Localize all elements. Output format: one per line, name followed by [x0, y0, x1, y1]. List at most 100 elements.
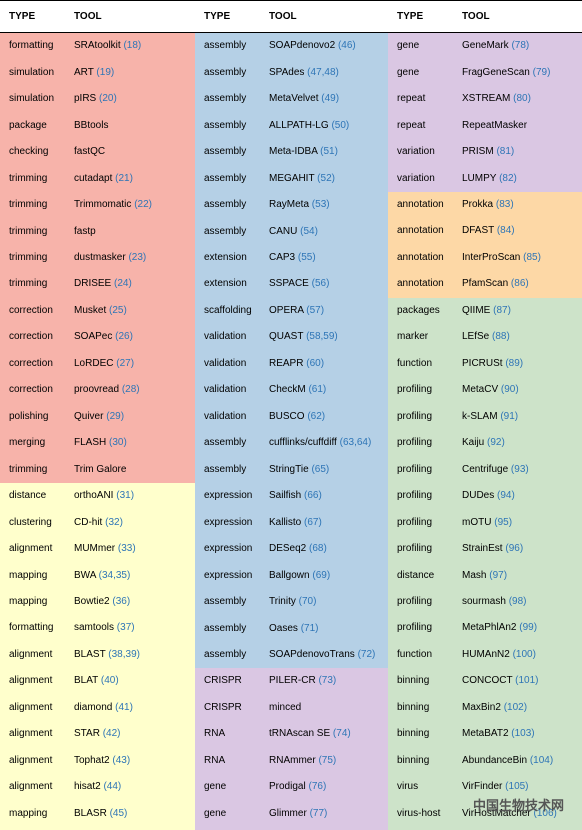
type-cell: formatting [9, 622, 54, 634]
reference: (68) [309, 543, 327, 555]
type-cell: package [9, 119, 47, 131]
tool-cell: MaxBin2 (102) [462, 701, 527, 715]
type-cell: mapping [9, 569, 48, 581]
header-type: TYPE [204, 11, 231, 22]
tool-cell: ART (19) [74, 66, 114, 80]
tool-name: Bowtie2 [74, 596, 110, 608]
section-band: annotation Prokka (83) annotation DFAST (84… [388, 191, 582, 298]
type-cell: assembly [204, 463, 247, 475]
reference: (18) [123, 40, 142, 52]
reference: (37) [116, 622, 135, 634]
type-cell: alignment [9, 754, 53, 766]
tool-cell: DUDes (94) [462, 489, 515, 503]
tool-name: CANU [269, 225, 298, 237]
tool-cell: AbundanceBin (104) [462, 754, 553, 768]
tool-name: fastp [74, 225, 96, 237]
tool-name: MaxBin2 [462, 701, 501, 713]
tool-cell: Glimmer (77) [269, 807, 327, 821]
tool-cell: Centrifuge (93) [462, 463, 529, 477]
tool-name: Quiver [74, 410, 104, 422]
reference: (98) [508, 596, 527, 608]
tool-name: mOTU [462, 516, 492, 528]
tool-name: Oases [269, 622, 298, 634]
tool-name: Glimmer [269, 807, 307, 819]
tool-name: cufflinks/cuffdiff [269, 437, 337, 449]
reference: (84) [496, 225, 515, 237]
tool-name: MetaPhlAn2 [462, 622, 517, 634]
tool-name: diamond [74, 701, 113, 713]
tool-cell: Prokka (83) [462, 198, 514, 212]
tool-name: VirHostMatcher [462, 807, 531, 819]
tool-name: samtools [74, 622, 115, 634]
tool-name: OPERA [269, 304, 304, 316]
reference: (97) [489, 569, 508, 581]
tool-cell: ALLPATH-LG (50) [269, 119, 349, 133]
header-tool: TOOL [74, 11, 102, 22]
tool-cell: Quiver (29) [74, 410, 124, 424]
reference: (99) [519, 622, 538, 634]
tool-name: ART [74, 66, 94, 78]
type-cell: trimming [9, 251, 48, 263]
tool-cell: Mash (97) [462, 569, 507, 583]
tool-cell: BLAST (38,39) [74, 648, 140, 662]
tool-name: sourmash [462, 596, 506, 608]
tool-cell: orthoANI (31) [74, 489, 134, 503]
tool-cell: QUAST (58,59) [269, 330, 338, 344]
type-cell: annotation [397, 199, 444, 211]
type-cell: correction [9, 331, 53, 343]
tool-name: InterProScan [462, 251, 521, 263]
reference: (22) [134, 199, 152, 211]
tool-name: DUDes [462, 490, 495, 502]
tool-name: PILER-CR [269, 675, 316, 687]
section-band: distance orthoANI (31) clustering CD-hit (3… [0, 482, 195, 830]
tool-name: MetaBAT2 [462, 728, 509, 740]
reference: (62) [307, 410, 326, 422]
tool-name: ALLPATH-LG [269, 119, 329, 131]
reference: (29) [106, 410, 125, 422]
reference: (92) [487, 437, 505, 449]
tool-cell: tRNAscan SE (74) [269, 727, 351, 741]
tool-cell: CANU (54) [269, 225, 318, 239]
type-cell: profiling [397, 543, 433, 555]
reference: (104) [529, 754, 554, 766]
tool-name: RNAmmer [269, 754, 316, 766]
tool-name: Mash [462, 569, 487, 581]
reference: (63,64) [339, 437, 372, 449]
tool-name: Centrifuge [462, 463, 509, 475]
type-cell: expression [204, 569, 253, 581]
reference: (76) [308, 781, 327, 793]
tool-cell: hisat2 (44) [74, 780, 121, 794]
type-cell: validation [204, 384, 247, 396]
type-cell: expression [204, 516, 253, 528]
tool-cell: fastQC [74, 145, 105, 159]
reference: (70) [298, 596, 317, 608]
tool-cell: DESeq2 (68) [269, 542, 327, 556]
type-cell: CRISPR [204, 675, 242, 687]
tool-name: Kaiju [462, 437, 485, 449]
reference: (49) [321, 93, 340, 105]
tool-name: Meta-IDBA [269, 146, 318, 158]
type-cell: clustering [9, 516, 52, 528]
type-cell: expression [204, 490, 253, 502]
type-cell: trimming [9, 463, 48, 475]
type-cell: alignment [9, 648, 53, 660]
reference: (61) [308, 384, 327, 396]
tool-name: VirFinder [462, 781, 503, 793]
tool-name: CONCOCT [462, 675, 513, 687]
reference: (45) [109, 807, 128, 819]
type-cell: assembly [204, 119, 247, 131]
tool-name: LoRDEC [74, 357, 114, 369]
tool-cell: cufflinks/cuffdiff (63,64) [269, 436, 371, 450]
tool-name: fastQC [74, 146, 106, 158]
reference: (30) [109, 437, 127, 449]
type-cell: mapping [9, 596, 48, 608]
tool-cell: Kallisto (67) [269, 516, 322, 530]
reference: (56) [311, 278, 330, 290]
reference: (31) [116, 490, 135, 502]
tool-name: RepeatMasker [462, 119, 528, 131]
reference: (24) [114, 278, 132, 290]
reference: (95) [494, 516, 513, 528]
type-cell: assembly [204, 596, 247, 608]
reference: (51) [320, 146, 338, 158]
reference: (103) [511, 728, 535, 740]
